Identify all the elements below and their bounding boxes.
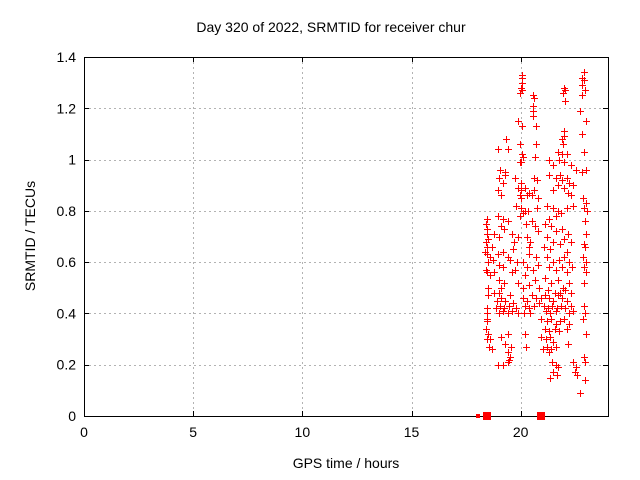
svg-text:0.8: 0.8 — [57, 203, 77, 219]
svg-text:10: 10 — [295, 424, 311, 440]
series-baseline-markers — [476, 412, 545, 420]
y-axis-label: SRMTID / TECUs — [22, 180, 38, 292]
x-axis-label: GPS time / hours — [292, 455, 400, 471]
svg-text:0: 0 — [80, 424, 88, 440]
chart-title: Day 320 of 2022, SRMTID for receiver chu… — [196, 19, 466, 35]
grid-lines — [84, 57, 608, 416]
svg-text:0.6: 0.6 — [57, 254, 77, 270]
svg-text:5: 5 — [189, 424, 197, 440]
svg-text:1: 1 — [68, 152, 76, 168]
plot-border — [84, 57, 609, 417]
y-tick-labels: 0 0.2 0.4 0.6 0.8 1 1.2 1.4 — [57, 49, 77, 424]
tick-marks — [84, 57, 608, 417]
svg-text:0.2: 0.2 — [57, 357, 77, 373]
x-tick-labels: 0 5 10 15 20 — [80, 424, 529, 440]
svg-text:1.2: 1.2 — [57, 100, 77, 116]
svg-text:15: 15 — [404, 424, 420, 440]
svg-text:0.4: 0.4 — [57, 305, 77, 321]
svg-text:20: 20 — [513, 424, 529, 440]
svg-text:0: 0 — [68, 408, 76, 424]
series-srmtid-points — [482, 69, 591, 397]
svg-text:1.4: 1.4 — [57, 49, 77, 65]
